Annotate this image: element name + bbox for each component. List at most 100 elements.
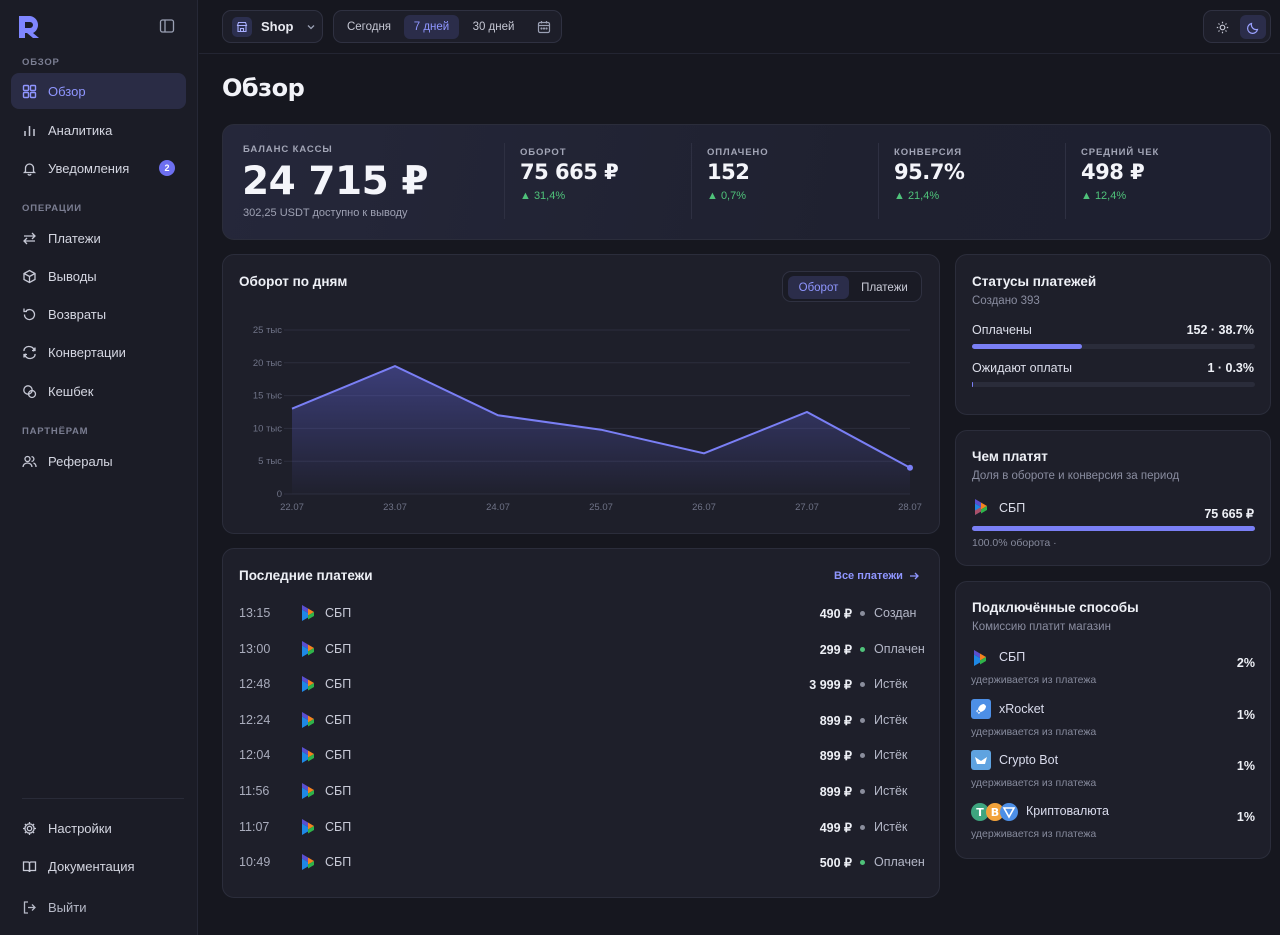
sidebar-item-withdrawals[interactable]: Выводы [11,258,186,294]
sidebar-item-cashback[interactable]: Кешбек [11,373,186,409]
kpi-paid-label: ОПЛАЧЕНО [707,147,769,158]
sidebar-item-logout[interactable]: Выйти [11,889,186,925]
toggle-payments[interactable]: Платежи [861,281,908,294]
rocket-icon [971,699,991,719]
payment-amount: 500 ₽ [819,856,852,871]
sidebar-collapse-icon[interactable] [159,18,175,34]
sidebar-item-payments[interactable]: Платежи [11,220,186,256]
method-name: Криптовалюта [1026,804,1109,818]
shop-name: Shop [261,19,294,34]
all-payments-link[interactable]: Все платежи [834,570,919,582]
payment-amount: 490 ₽ [819,607,852,621]
status-dot [860,860,865,866]
data-point[interactable] [907,464,913,471]
payment-row[interactable]: 12:04 СБП 899 ₽ Истёк [239,746,924,766]
payment-row[interactable]: 11:56 СБП 899 ₽ Истёк [239,782,924,802]
sidebar-item-label: Возвраты [48,306,107,322]
payment-status: Истёк [874,677,908,692]
cryptobot-icon [971,750,991,770]
date-range-selector: Сегодня 7 дней 30 дней [333,10,562,43]
settings-icon [22,821,37,836]
shop-selector[interactable]: Shop [222,10,323,43]
status-dot [860,824,865,830]
theme-switcher [1203,10,1271,43]
payment-method: СБП [325,712,352,727]
payment-method: СБП [325,784,352,798]
sun-icon [1216,21,1228,33]
sidebar-item-label: Уведомления [48,160,130,176]
kpi-paid-delta: ▲ 0,7% [707,190,747,202]
x-tick-label: 28.07 [898,502,922,513]
payby-share: 100.0% оборота · [972,537,1057,549]
method-sub: удерживается из платежа [971,726,1097,738]
dark-theme-button[interactable] [1240,15,1266,39]
payment-status: Истёк [874,748,908,763]
sidebar-item-label: Обзор [48,83,86,99]
y-tick-label: 20 тыс [253,358,282,369]
payment-method: СБП [325,748,352,763]
chart-line [291,364,911,469]
statuses-sub: Создано 393 [972,295,1040,307]
payby-bar [972,526,1255,531]
sidebar-item-conversions[interactable]: Конвертации [11,334,186,370]
method-name: xRocket [999,702,1045,716]
status-pending-bar-fill [972,382,974,387]
payby-title: Чем платят [972,449,1048,464]
sidebar-item-analytics[interactable]: Аналитика [11,112,186,148]
kpi-conversion-delta: ▲ 21,4% [894,190,940,202]
toggle-turnover[interactable]: Оборот [788,276,849,299]
payment-row[interactable]: 12:24 СБП 899 ₽ Истёк [239,711,924,731]
status-dot [860,611,865,616]
payment-row[interactable]: 10:49 СБП 500 ₽ Оплачен [239,853,925,873]
sidebar-item-referrals[interactable]: Рефералы [11,443,186,479]
payby-method: СБП [999,501,1026,515]
logo-icon[interactable] [16,14,42,40]
page-title: Обзор [222,74,305,102]
payment-row[interactable]: 12:48 СБП 3 999 ₽ Истёк [239,675,924,695]
status-paid-value: 152 · 38.7% [1186,323,1254,337]
sidebar-item-documentation[interactable]: Документация [11,848,186,884]
method-row-cryptobot: Crypto Bot удерживается из платежа 1% [971,750,1255,793]
method-row-xrocket: xRocket удерживается из платежа 1% [971,699,1255,742]
all-payments-label: Все платежи [834,570,903,582]
payment-method: СБП [325,855,352,870]
light-theme-button[interactable] [1209,15,1235,39]
sidebar-item-settings[interactable]: Настройки [11,810,186,846]
moon-icon [1246,22,1258,34]
x-tick-label: 26.07 [692,502,716,513]
book-icon [22,859,37,874]
y-tick-label: 25 тыс [253,325,282,336]
payment-time: 13:00 [239,641,271,656]
turnover-title: Оборот по дням [239,274,348,289]
status-dot [860,753,865,759]
payment-row[interactable]: 11:07 СБП 499 ₽ Истёк [239,818,924,838]
range-30-days[interactable]: 30 дней [472,21,515,33]
turnover-chart: 0 5 тыс 10 тыс 15 тыс 20 тыс 25 тыс 22.07 23.0… [253,325,922,513]
sidebar-item-label: Аналитика [48,122,113,138]
calendar-icon[interactable] [537,20,551,34]
status-dot [860,789,865,794]
payment-row[interactable]: 13:15 СБП 490 ₽ Создан [239,604,924,624]
kpi-divider [504,143,505,219]
sidebar-item-notifications[interactable]: Уведомления 2 [11,150,186,186]
sidebar-item-refunds[interactable]: Возвраты [11,296,186,332]
range-today[interactable]: Сегодня [346,21,392,33]
sbp-icon [299,711,317,729]
kpi-avg-check-label: СРЕДНИЙ ЧЕК [1081,147,1160,158]
box-icon [22,269,37,284]
payment-row[interactable]: 13:00 СБП 299 ₽ Оплачен [239,640,925,660]
kpi-divider [691,143,692,219]
payment-time: 11:56 [239,784,270,798]
statuses-title: Статусы платежей [972,274,1097,289]
method-sub: удерживается из платежа [971,828,1097,840]
bar-chart-icon [22,123,37,138]
users-icon [22,454,37,469]
range-7-days[interactable]: 7 дней [404,15,459,39]
sidebar-item-overview[interactable]: Обзор [11,73,186,109]
topbar [199,0,1280,54]
status-pending-bar [972,382,1255,387]
sidebar-item-label: Документация [48,858,135,874]
payment-status: Истёк [874,712,908,727]
y-tick-label: 5 тыс [258,456,282,467]
